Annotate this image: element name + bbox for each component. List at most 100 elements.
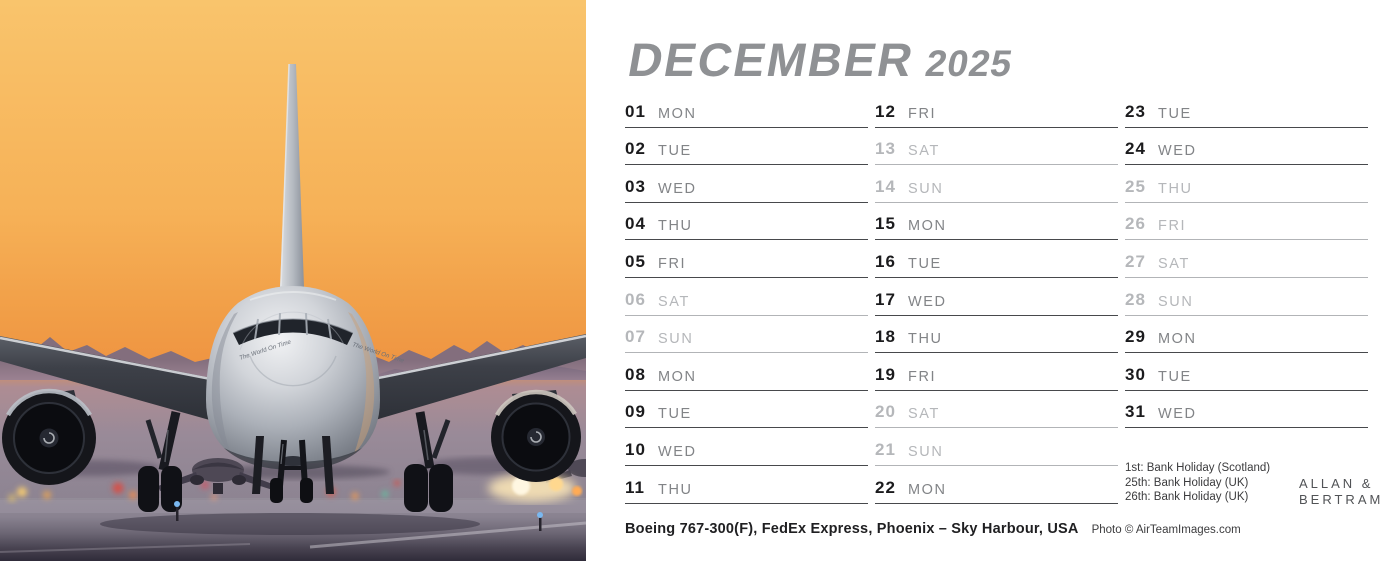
day-number: 30	[1125, 364, 1146, 384]
holiday-note: 25th: Bank Holiday (UK)	[1125, 476, 1249, 489]
day-cell-27: 27 SAT	[1125, 240, 1368, 278]
day-name: FRI	[1158, 218, 1187, 235]
day-cell-24: 24 WED	[1125, 128, 1368, 166]
day-number: 31	[1125, 402, 1146, 422]
day-number: 10	[625, 439, 646, 459]
day-number: 03	[625, 176, 646, 196]
page-title: DECEMBER 2025	[624, 32, 1018, 87]
holiday-note: 26th: Bank Holiday (UK)	[1125, 491, 1249, 504]
day-number: 17	[875, 289, 896, 309]
day-cell-12: 12 FRI	[875, 90, 1118, 128]
day-name: MON	[658, 105, 697, 122]
title-month: DECEMBER	[624, 33, 919, 86]
day-number: 01	[625, 101, 646, 121]
day-cell-15: 15 MON	[875, 203, 1118, 241]
day-cell-02: 02 TUE	[625, 128, 868, 166]
day-number: 26	[1125, 214, 1146, 234]
calendar-grid: 01 MON 02 TUE 03 WED 04 THU 05 FRI 06 SAT 07 SUN 08 MON…	[625, 90, 1368, 504]
day-number: 25	[1125, 176, 1146, 196]
day-cell-20: 20 SAT	[875, 391, 1118, 429]
day-cell-08: 08 MON	[625, 353, 868, 391]
day-name: TUE	[908, 255, 942, 272]
nose-gear	[252, 436, 334, 503]
calendar-photo: The World On Time The World On Time	[0, 0, 586, 561]
day-name: SAT	[658, 293, 690, 310]
day-cell-30: 30 TUE	[1125, 353, 1368, 391]
day-number: 02	[625, 139, 646, 159]
day-cell-14: 14 SUN	[875, 165, 1118, 203]
day-number: 16	[875, 251, 896, 271]
day-cell-16: 16 TUE	[875, 240, 1118, 278]
cockpit-windows	[233, 319, 353, 345]
day-number: 05	[625, 251, 646, 271]
day-name: WED	[908, 293, 947, 310]
taxiway-line-left	[0, 543, 251, 553]
day-name: SAT	[908, 406, 940, 423]
day-number: 24	[1125, 139, 1146, 159]
day-number: 18	[875, 327, 896, 347]
day-number: 22	[875, 477, 896, 497]
day-cell-05: 05 FRI	[625, 240, 868, 278]
day-name: TUE	[1158, 368, 1192, 385]
day-number: 13	[875, 139, 896, 159]
holiday-notes: 1st: Bank Holiday (Scotland) 25th: Bank …	[1125, 461, 1270, 505]
day-number: 19	[875, 364, 896, 384]
day-cell-17: 17 WED	[875, 278, 1118, 316]
day-number: 27	[1125, 251, 1146, 271]
calendar-panel: DECEMBER 2025 01 MON 02 TUE 03 WED 04 THU 05 FRI 06…	[586, 0, 1400, 561]
day-cell-22: 22 MON	[875, 466, 1118, 504]
brand-line-1: ALLAN &	[1299, 476, 1374, 491]
right-engine	[491, 389, 581, 482]
photo-credit: Photo © AirTeamImages.com	[1091, 524, 1241, 536]
day-number: 06	[625, 289, 646, 309]
day-number: 23	[1125, 101, 1146, 121]
day-cell-23: 23 TUE	[1125, 90, 1368, 128]
day-cell-04: 04 THU	[625, 203, 868, 241]
day-name: MON	[1158, 331, 1197, 348]
brand-line-2: BERTRAM	[1299, 491, 1384, 507]
day-number: 20	[875, 402, 896, 422]
day-number: 08	[625, 364, 646, 384]
day-name: SUN	[1158, 293, 1194, 310]
day-name: SUN	[658, 331, 694, 348]
day-cell-21: 21 SUN	[875, 428, 1118, 466]
day-name: TUE	[658, 406, 692, 423]
day-cell-29: 29 MON	[1125, 316, 1368, 354]
day-name: SAT	[908, 143, 940, 160]
radome-seam	[249, 355, 337, 387]
day-cell-11: 11 THU	[625, 466, 868, 504]
day-cell-01: 01 MON	[625, 90, 868, 128]
day-name: WED	[658, 443, 697, 460]
day-cell-19: 19 FRI	[875, 353, 1118, 391]
day-name: THU	[908, 331, 943, 348]
calendar-column-3: 23 TUE 24 WED 25 THU 26 FRI 27 SAT 28 SUN 29 MON 30 TUE…	[1125, 90, 1368, 504]
day-cell-13: 13 SAT	[875, 128, 1118, 166]
day-number: 04	[625, 214, 646, 234]
day-name: WED	[1158, 406, 1197, 423]
day-cell-10: 10 WED	[625, 428, 868, 466]
day-name: FRI	[908, 368, 937, 385]
title-year: 2025	[922, 43, 1017, 84]
day-cell-09: 09 TUE	[625, 391, 868, 429]
calendar-column-1: 01 MON 02 TUE 03 WED 04 THU 05 FRI 06 SAT 07 SUN 08 MON…	[625, 90, 868, 504]
caption-text: Boeing 767-300(F), FedEx Express, Phoeni…	[625, 521, 1079, 537]
day-name: TUE	[658, 143, 692, 160]
day-number: 11	[625, 477, 645, 497]
day-cell-06: 06 SAT	[625, 278, 868, 316]
day-name: TUE	[1158, 105, 1192, 122]
tail-fin	[280, 63, 304, 287]
main-gear-left	[138, 411, 182, 512]
day-number: 12	[875, 101, 896, 121]
day-number: 07	[625, 327, 646, 347]
left-engine	[2, 388, 96, 485]
aircraft-sunset-illustration: The World On Time The World On Time	[0, 0, 586, 561]
aircraft-shadow	[100, 513, 480, 535]
day-name: WED	[658, 180, 697, 197]
day-name: MON	[908, 481, 947, 498]
brand-logo: ALLAN & BERTRAM	[1299, 476, 1383, 507]
day-cell-31: 31 WED	[1125, 391, 1368, 429]
day-cell-18: 18 THU	[875, 316, 1118, 354]
day-cell-28: 28 SUN	[1125, 278, 1368, 316]
day-name: THU	[658, 481, 693, 498]
day-cell-03: 03 WED	[625, 165, 868, 203]
